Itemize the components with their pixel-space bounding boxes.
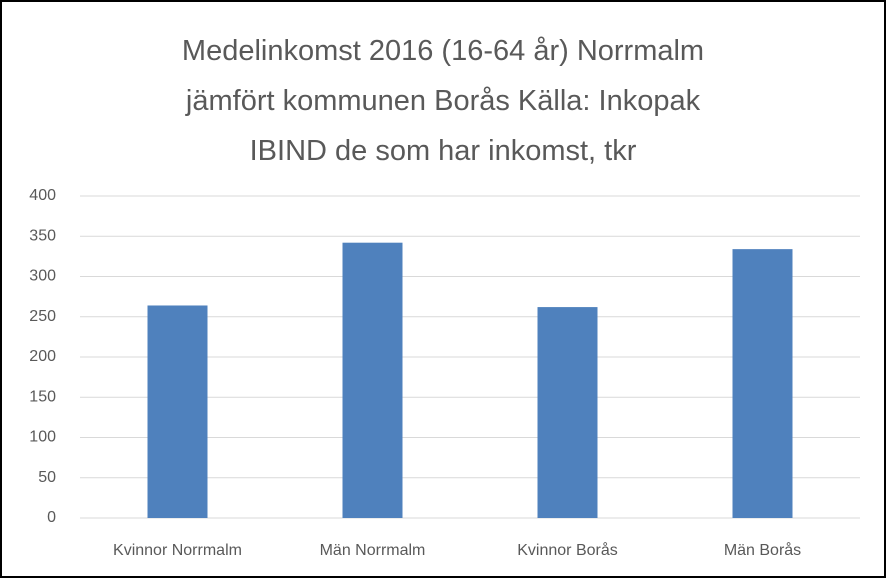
bar — [732, 249, 793, 518]
chart-title: Medelinkomst 2016 (16-64 år) Norrmalm jä… — [181, 35, 705, 167]
x-tick-label: Män Borås — [724, 541, 801, 559]
y-tick-label: 100 — [29, 429, 56, 446]
y-tick-label: 0 — [47, 509, 56, 526]
y-tick-label: 50 — [38, 469, 56, 486]
bar — [147, 305, 208, 518]
x-tick-label: Kvinnor Borås — [517, 541, 618, 559]
y-tick-label: 300 — [29, 268, 56, 285]
x-tick-label: Män Norrmalm — [320, 542, 426, 559]
x-tick-label: Kvinnor Norrmalm — [113, 542, 242, 559]
y-tick-label: 200 — [29, 348, 56, 365]
y-tick-label: 400 — [29, 187, 56, 204]
y-tick-label: 250 — [29, 308, 56, 325]
bar — [342, 242, 403, 518]
bar — [537, 307, 598, 518]
y-tick-label: 350 — [29, 227, 56, 244]
y-tick-label: 150 — [29, 388, 56, 405]
